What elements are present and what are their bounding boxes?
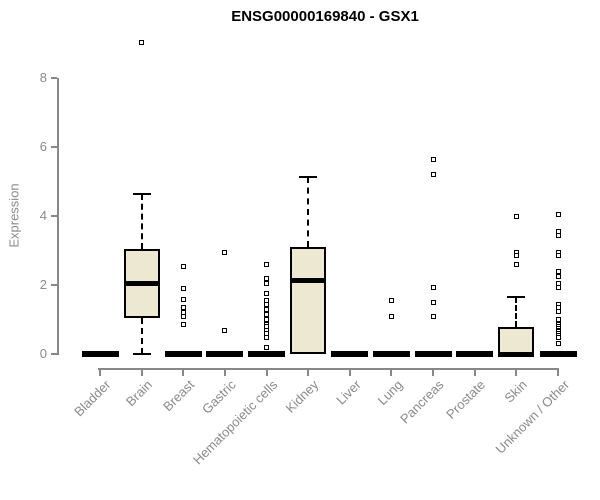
y-tick-label: 0 [39, 346, 47, 362]
x-tick [515, 370, 518, 376]
upper-whisker-cap [132, 192, 151, 195]
outlier-point [555, 308, 561, 314]
outlier-point [555, 253, 561, 259]
outlier-point [555, 274, 561, 280]
outlier-point [555, 341, 561, 347]
zero-box-breast [164, 351, 202, 358]
x-tick-label: Prostate [443, 377, 489, 422]
outlier-point [388, 298, 394, 304]
outlier-point [180, 263, 186, 269]
x-tick [348, 370, 351, 376]
outlier-point [264, 262, 270, 268]
upper-whisker [515, 297, 518, 327]
x-tick-label: Kidney [283, 377, 322, 416]
outlier-point [555, 212, 561, 218]
outlier-point [264, 301, 270, 307]
chart-title: ENSG00000169840 - GSX1 [231, 8, 419, 25]
box-skin [498, 326, 535, 355]
x-tick-label: Skin [501, 377, 531, 406]
x-tick-label: Pancreas [397, 377, 447, 427]
outlier-point [180, 286, 186, 292]
outlier-point [555, 334, 561, 340]
zero-box-liver [331, 351, 369, 358]
upper-whisker [140, 193, 143, 250]
y-tick [51, 77, 57, 80]
outlier-point [264, 275, 270, 281]
outlier-point [555, 284, 561, 290]
outlier-point [555, 232, 561, 238]
y-tick [51, 284, 57, 287]
outlier-point [430, 313, 436, 319]
zero-box-pancreas [414, 351, 452, 358]
x-tick-label: Unknown / Other [492, 377, 572, 457]
y-tick-label: 8 [39, 70, 47, 86]
outlier-point [222, 250, 228, 256]
outlier-point [180, 305, 186, 311]
x-tick [473, 370, 476, 376]
outlier-point [513, 253, 519, 259]
y-tick [51, 353, 57, 356]
x-tick-label: Lung [374, 377, 406, 409]
outlier-point [180, 322, 186, 328]
outlier-point [180, 313, 186, 319]
outlier-point [513, 262, 519, 268]
y-tick-label: 4 [39, 208, 47, 224]
x-tick-label: Gastric [198, 377, 239, 417]
x-tick [265, 370, 268, 376]
zero-box-unknown-other [539, 351, 577, 358]
y-tick-label: 6 [39, 139, 47, 155]
x-tick [182, 370, 185, 376]
y-tick [51, 215, 57, 218]
median-line [498, 351, 535, 357]
outlier-point [180, 296, 186, 302]
y-tick-label: 2 [39, 277, 47, 293]
y-axis-line [57, 78, 59, 355]
x-tick [557, 370, 560, 376]
outlier-point [430, 284, 436, 290]
outlier-point [430, 172, 436, 178]
outlier-point [430, 300, 436, 306]
x-tick [99, 370, 101, 376]
x-tick [307, 370, 310, 376]
x-tick-label: Brain [123, 377, 156, 410]
lower-whisker [140, 318, 143, 355]
median-line [290, 277, 327, 283]
x-tick-label: Breast [159, 377, 197, 415]
upper-whisker [307, 176, 310, 248]
x-tick [432, 370, 435, 376]
x-tick [390, 370, 393, 376]
outlier-point [264, 281, 270, 287]
outlier-point [264, 306, 270, 312]
upper-whisker-cap [299, 175, 318, 178]
zero-box-bladder [81, 351, 119, 358]
x-tick-label: Bladder [71, 377, 114, 420]
outlier-point [555, 269, 561, 274]
outlier-point [264, 344, 270, 350]
lower-whisker-cap [132, 353, 151, 356]
outlier-point [388, 313, 394, 319]
upper-whisker-cap [507, 296, 526, 299]
outlier-point [264, 334, 270, 340]
y-tick [51, 146, 57, 149]
zero-box-gastric [206, 351, 244, 358]
zero-box-lung [372, 351, 410, 358]
outlier-point [430, 156, 436, 162]
outlier-point [264, 291, 270, 297]
outlier-point [139, 39, 145, 45]
zero-box-prostate [456, 351, 494, 358]
x-tick-label: Liver [332, 377, 364, 408]
outlier-point [222, 327, 228, 333]
median-line [123, 281, 160, 287]
x-axis-line [98, 368, 559, 370]
outlier-point [513, 213, 519, 219]
x-tick [223, 370, 226, 376]
x-tick [140, 370, 143, 376]
zero-box-hematopoietic-cells [248, 351, 286, 358]
box-kidney [290, 247, 327, 355]
